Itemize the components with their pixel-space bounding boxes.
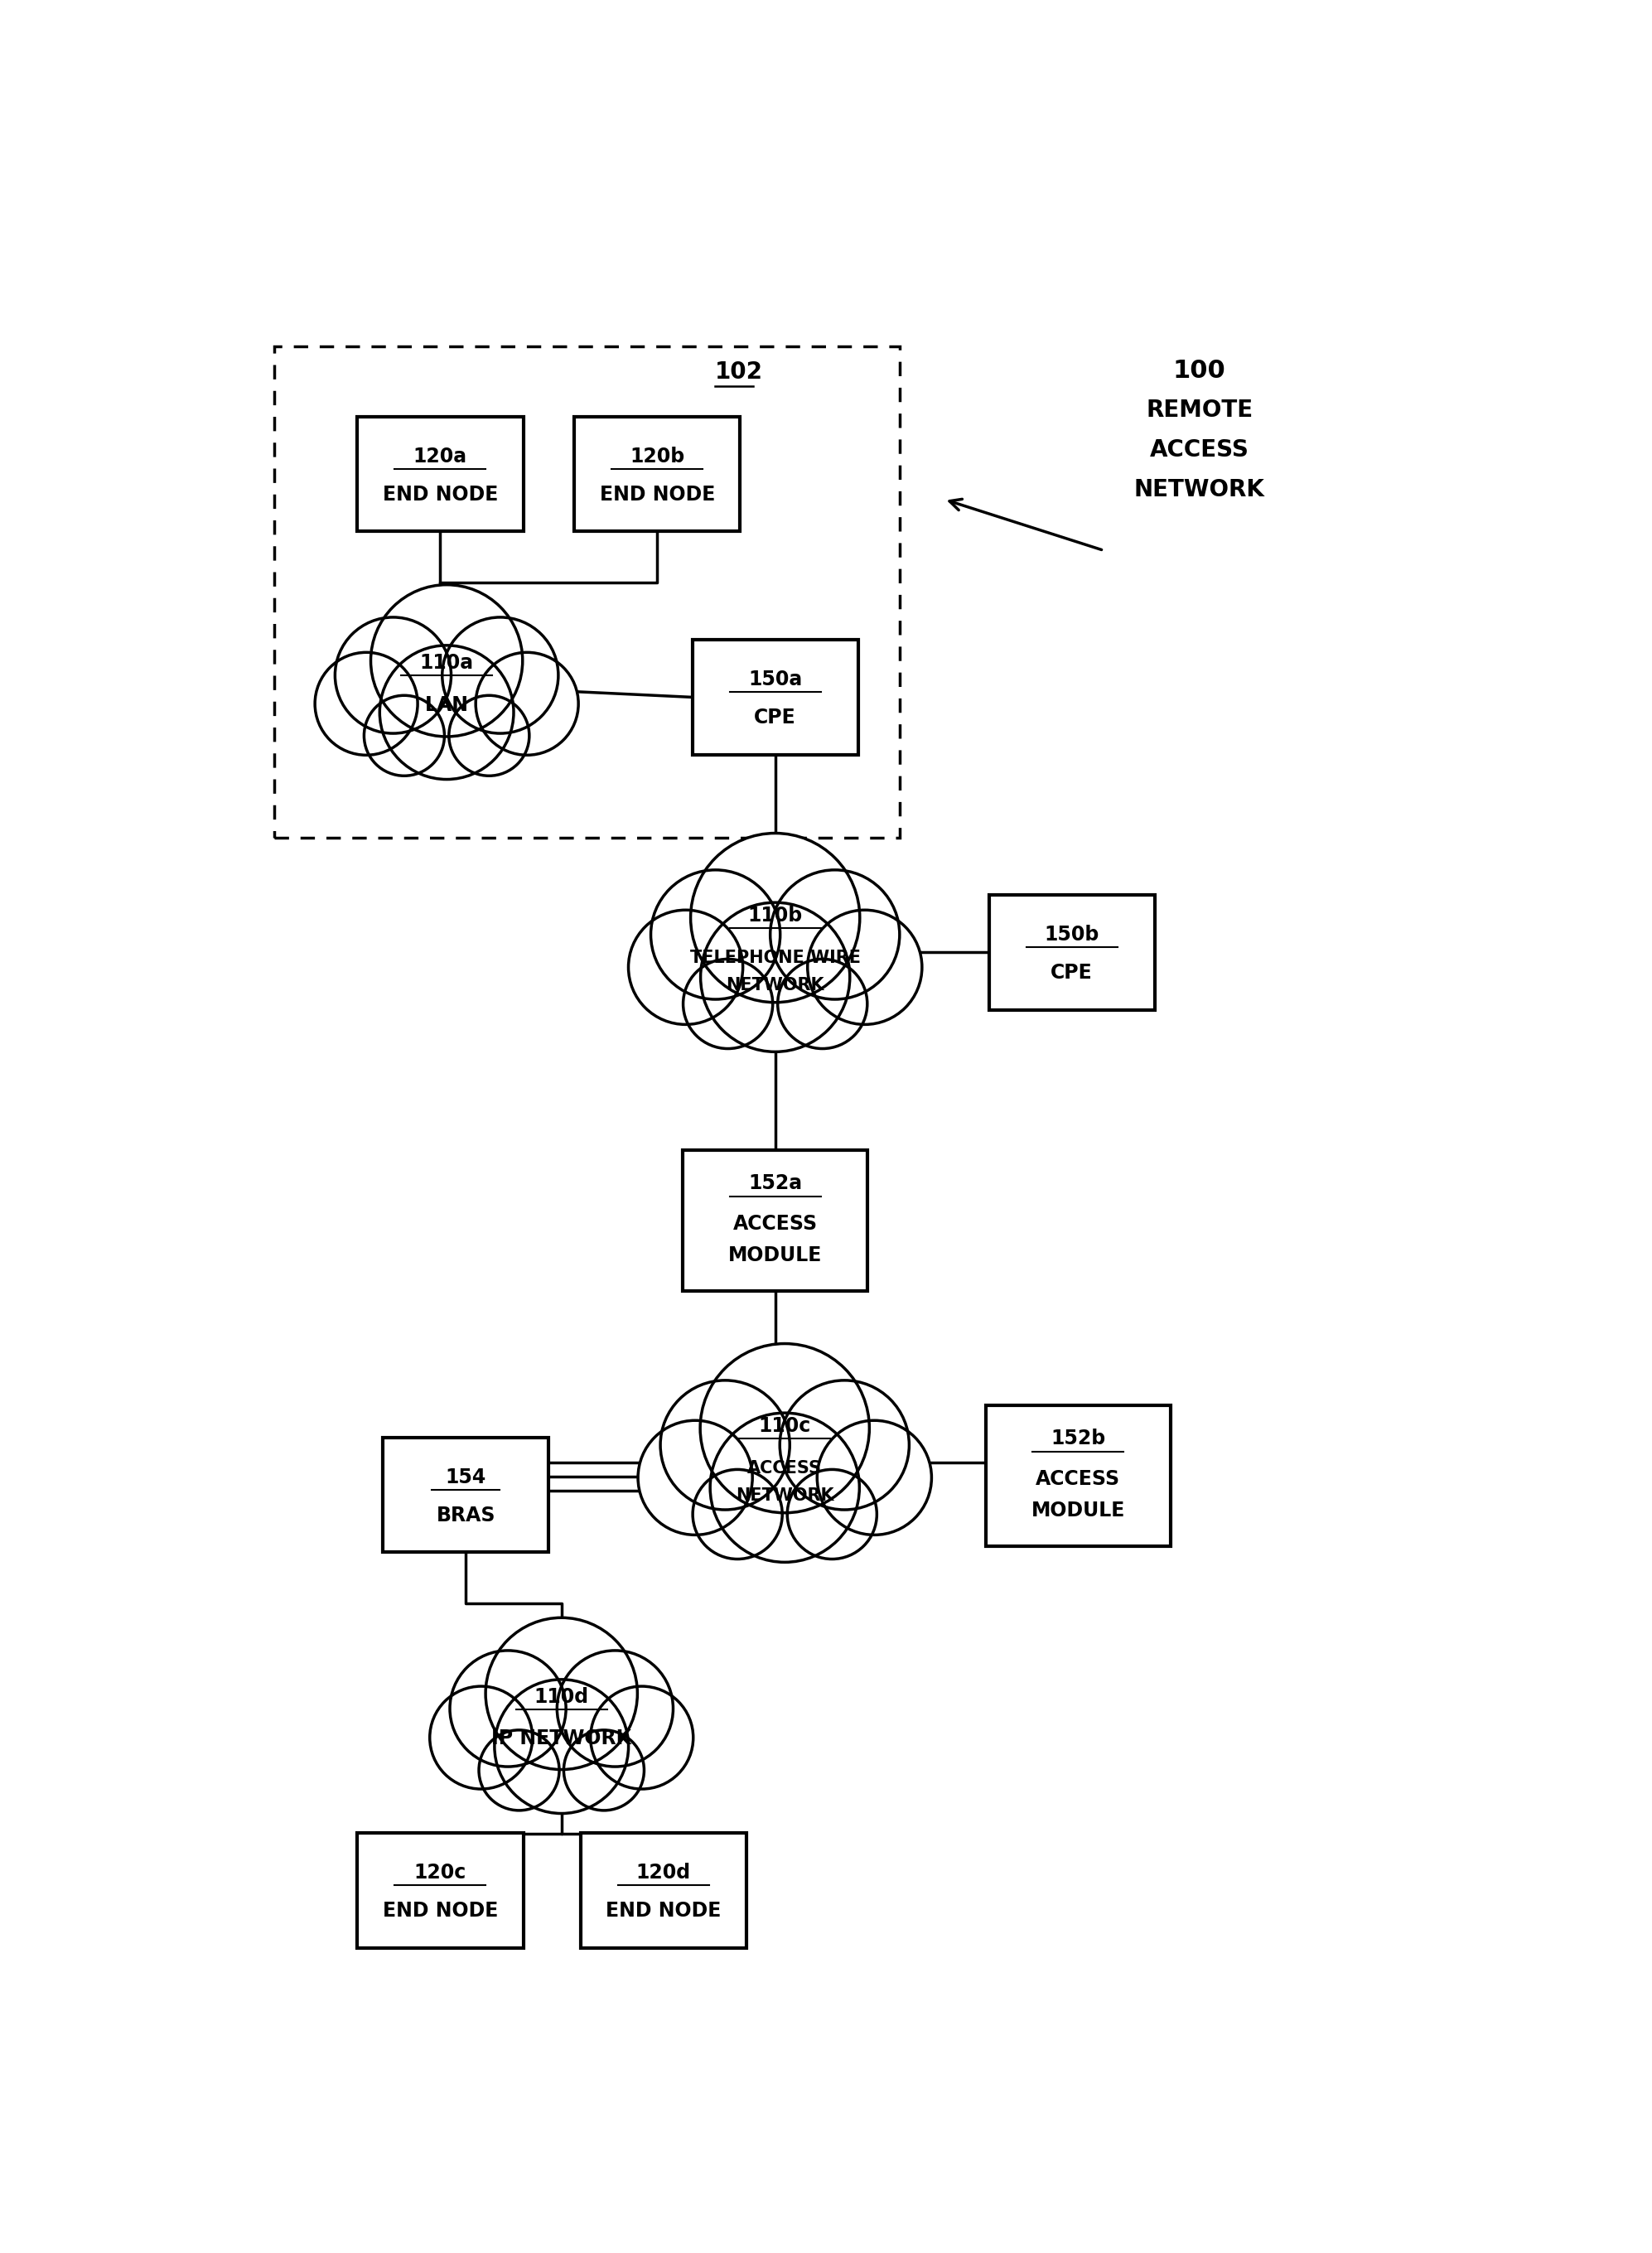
Circle shape (808, 910, 922, 1025)
Bar (692, 640, 857, 755)
Text: END NODE: END NODE (383, 1902, 497, 1922)
Circle shape (661, 1381, 790, 1510)
Circle shape (700, 903, 849, 1052)
Text: 120d: 120d (636, 1863, 691, 1884)
Circle shape (788, 1469, 877, 1559)
Text: END NODE: END NODE (383, 484, 497, 505)
Circle shape (476, 653, 578, 755)
Text: 120c: 120c (415, 1863, 466, 1884)
Circle shape (684, 960, 773, 1048)
Text: 110b: 110b (748, 906, 803, 926)
Text: TELEPHONE WIRE: TELEPHONE WIRE (691, 949, 861, 967)
Text: 110c: 110c (758, 1417, 811, 1435)
Text: MODULE: MODULE (1031, 1500, 1125, 1521)
Circle shape (430, 1685, 532, 1789)
Text: CPE: CPE (755, 707, 796, 728)
Text: 110a: 110a (420, 653, 474, 674)
Bar (357, 417, 524, 532)
Circle shape (691, 834, 859, 1003)
Text: 154: 154 (446, 1467, 486, 1487)
Bar (986, 1406, 1171, 1546)
Text: CPE: CPE (1051, 962, 1094, 982)
Text: ACCESS: ACCESS (747, 1460, 823, 1476)
Text: 120a: 120a (413, 446, 468, 466)
Text: ACCESS: ACCESS (1036, 1469, 1120, 1489)
Bar (990, 894, 1155, 1009)
Text: 100: 100 (1173, 358, 1226, 383)
Text: 110d: 110d (534, 1687, 588, 1706)
Text: ACCESS: ACCESS (733, 1214, 818, 1235)
Circle shape (494, 1678, 628, 1814)
Bar (357, 1834, 524, 1949)
Circle shape (700, 1343, 869, 1512)
Text: NETWORK: NETWORK (1133, 478, 1265, 500)
Circle shape (638, 1419, 752, 1534)
Circle shape (563, 1730, 644, 1811)
Text: LAN: LAN (425, 694, 469, 714)
Circle shape (363, 696, 444, 775)
Circle shape (316, 653, 418, 755)
Circle shape (778, 960, 867, 1048)
Circle shape (770, 870, 900, 1000)
Circle shape (449, 696, 529, 775)
Circle shape (335, 617, 451, 734)
Circle shape (486, 1618, 638, 1769)
Bar (575, 417, 740, 532)
Circle shape (818, 1419, 932, 1534)
Bar (274, 347, 900, 838)
Text: END NODE: END NODE (600, 484, 715, 505)
Bar (580, 1834, 747, 1949)
Bar (383, 1437, 548, 1552)
Text: BRAS: BRAS (436, 1505, 496, 1525)
Circle shape (692, 1469, 783, 1559)
Text: REMOTE: REMOTE (1146, 399, 1252, 421)
Circle shape (479, 1730, 560, 1811)
Text: NETWORK: NETWORK (735, 1487, 834, 1505)
Circle shape (449, 1651, 567, 1766)
Text: 150b: 150b (1044, 926, 1099, 944)
Circle shape (780, 1381, 909, 1510)
Text: 150a: 150a (748, 669, 803, 689)
Circle shape (590, 1685, 694, 1789)
Text: ACCESS: ACCESS (1150, 437, 1249, 462)
Text: 102: 102 (715, 360, 763, 383)
Circle shape (370, 586, 522, 737)
Text: 152b: 152b (1051, 1428, 1105, 1449)
Circle shape (628, 910, 743, 1025)
Circle shape (557, 1651, 672, 1766)
Text: END NODE: END NODE (606, 1902, 722, 1922)
Circle shape (443, 617, 558, 734)
Text: MODULE: MODULE (729, 1246, 823, 1266)
Bar (682, 1151, 867, 1291)
Circle shape (380, 644, 514, 780)
Text: 120b: 120b (629, 446, 684, 466)
Text: 152a: 152a (748, 1174, 803, 1194)
Circle shape (710, 1413, 859, 1561)
Circle shape (651, 870, 780, 1000)
Text: NETWORK: NETWORK (727, 978, 824, 994)
Text: IP NETWORK: IP NETWORK (492, 1728, 631, 1748)
